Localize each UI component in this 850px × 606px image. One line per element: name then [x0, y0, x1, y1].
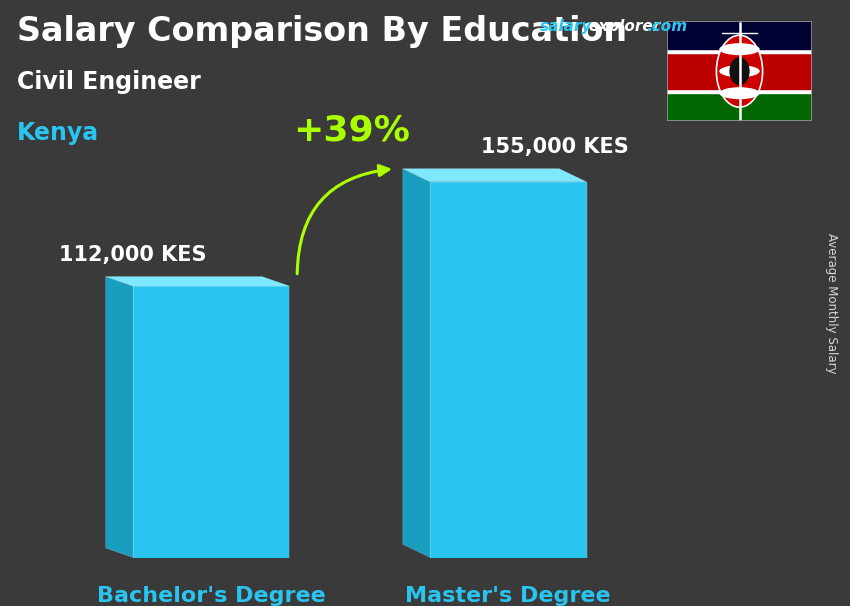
Ellipse shape [719, 87, 760, 99]
Text: Average Monthly Salary: Average Monthly Salary [824, 233, 838, 373]
Text: Kenya: Kenya [17, 121, 99, 145]
Bar [667, 21, 812, 49]
Bar [667, 49, 812, 53]
Text: Master's Degree: Master's Degree [405, 586, 611, 606]
Bar [667, 93, 812, 121]
Text: Salary Comparison By Education: Salary Comparison By Education [17, 15, 627, 48]
Bar [667, 53, 812, 89]
Text: Bachelor's Degree: Bachelor's Degree [97, 586, 326, 606]
Ellipse shape [729, 57, 750, 85]
Text: 112,000 KES: 112,000 KES [60, 245, 207, 265]
Text: +39%: +39% [293, 114, 411, 148]
Bar [667, 89, 812, 93]
Ellipse shape [719, 43, 760, 55]
Polygon shape [105, 276, 133, 558]
Text: .com: .com [646, 19, 687, 35]
Text: 155,000 KES: 155,000 KES [481, 137, 629, 157]
Text: Civil Engineer: Civil Engineer [17, 70, 201, 94]
Text: salary: salary [540, 19, 592, 35]
Polygon shape [403, 168, 430, 558]
Polygon shape [403, 168, 586, 182]
Polygon shape [430, 182, 586, 558]
Polygon shape [105, 276, 289, 286]
Polygon shape [133, 286, 289, 558]
Text: explorer: explorer [588, 19, 660, 35]
Ellipse shape [719, 65, 760, 77]
Ellipse shape [717, 35, 762, 107]
